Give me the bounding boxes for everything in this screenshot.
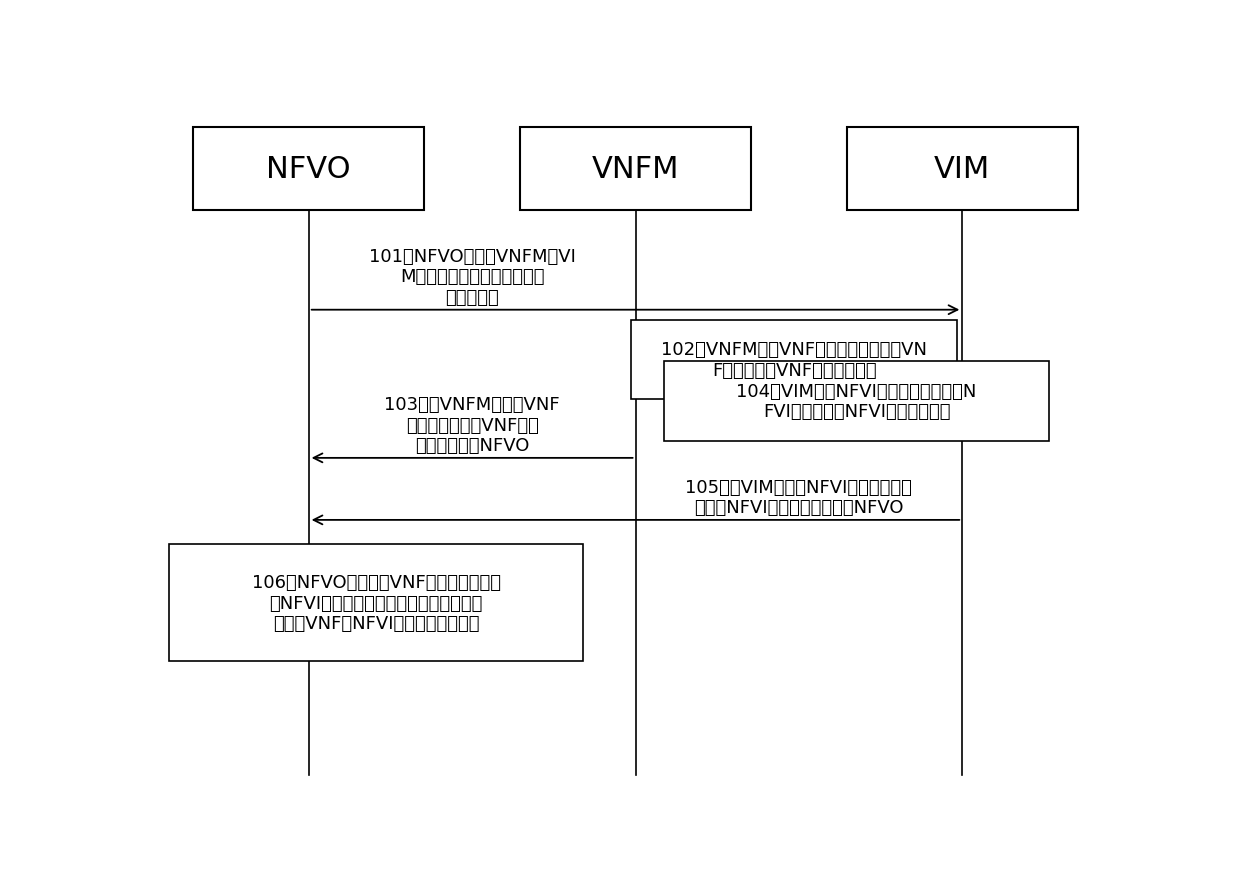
Text: 101、NFVO分别向VNFM和VI
M发送虚拟网络服务的故障关
联分析请求: 101、NFVO分别向VNFM和VI M发送虚拟网络服务的故障关 联分析请求: [368, 248, 575, 307]
Text: VIM: VIM: [934, 155, 991, 184]
Bar: [193, 128, 424, 211]
Bar: [847, 128, 1078, 211]
Text: 103、当VNFM检测到VNF
存在时，将所述VNF的故
障信息发送给NFVO: 103、当VNFM检测到VNF 存在时，将所述VNF的故 障信息发送给NFVO: [384, 395, 560, 455]
Bar: [631, 321, 957, 400]
Bar: [665, 362, 1049, 441]
Bar: [521, 128, 751, 211]
Text: VNFM: VNFM: [591, 155, 680, 184]
Text: 105、当VIM检测到NFVI存在故障时，
将所述NFVI的故障信息发送给NFVO: 105、当VIM检测到NFVI存在故障时， 将所述NFVI的故障信息发送给NFV…: [686, 478, 913, 517]
Text: 106、NFVO根据所述VNF的故障信息和所
述NFVI的故障信息，对所述虚拟网络服务
与所述VNF和NFVI进行故障关联分析: 106、NFVO根据所述VNF的故障信息和所 述NFVI的故障信息，对所述虚拟网…: [252, 573, 501, 633]
Text: 104、VIM根据NFVI标识，检测与所述N
FVI标识对应的NFVI是否存在故障: 104、VIM根据NFVI标识，检测与所述N FVI标识对应的NFVI是否存在故…: [737, 382, 977, 421]
Text: NFVO: NFVO: [267, 155, 351, 184]
Text: 102、VNFM根据VNF标识，检测与所述VN
F标识对应的VNF是否存在故障: 102、VNFM根据VNF标识，检测与所述VN F标识对应的VNF是否存在故障: [661, 341, 928, 380]
Bar: [170, 544, 583, 662]
